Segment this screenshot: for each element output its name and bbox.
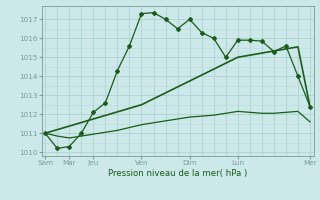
X-axis label: Pression niveau de la mer( hPa ): Pression niveau de la mer( hPa ) xyxy=(108,169,247,178)
